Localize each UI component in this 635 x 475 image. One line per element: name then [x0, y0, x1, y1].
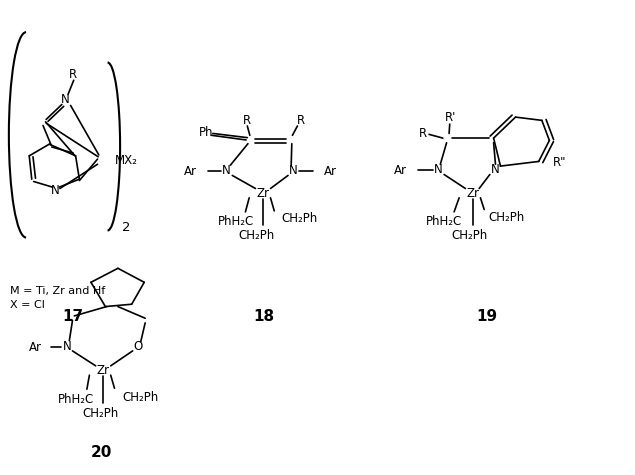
Text: 2: 2: [122, 221, 130, 234]
Text: N: N: [62, 340, 71, 353]
Text: N: N: [289, 164, 297, 177]
Text: R": R": [552, 156, 566, 169]
Text: Ar: Ar: [29, 341, 42, 354]
Text: CH₂Ph: CH₂Ph: [122, 390, 158, 404]
Text: R: R: [418, 127, 427, 140]
Text: Zr: Zr: [467, 187, 479, 200]
Text: N: N: [434, 163, 443, 176]
Text: PhH₂C: PhH₂C: [218, 215, 254, 228]
Text: Ar: Ar: [394, 164, 407, 177]
Text: Ar: Ar: [184, 165, 197, 178]
Text: N: N: [61, 93, 70, 106]
Text: 17: 17: [62, 309, 84, 324]
Text: CH₂Ph: CH₂Ph: [451, 228, 488, 242]
Text: Ph: Ph: [198, 125, 213, 139]
Text: R': R': [445, 111, 457, 124]
Text: CH₂Ph: CH₂Ph: [239, 228, 275, 242]
Text: N: N: [222, 164, 231, 177]
Text: R: R: [69, 67, 77, 81]
Text: MX₂: MX₂: [115, 154, 138, 167]
Text: N: N: [51, 184, 60, 197]
Text: R: R: [297, 114, 305, 127]
Text: X = Cl: X = Cl: [10, 300, 45, 310]
Text: CH₂Ph: CH₂Ph: [82, 407, 118, 420]
Text: 18: 18: [253, 309, 275, 324]
Text: 19: 19: [476, 309, 497, 324]
Text: Zr: Zr: [97, 364, 110, 377]
Text: O: O: [133, 340, 142, 353]
Text: M = Ti, Zr and Hf: M = Ti, Zr and Hf: [10, 286, 105, 296]
Text: N: N: [490, 163, 499, 176]
Text: PhH₂C: PhH₂C: [58, 393, 95, 406]
Text: Zr: Zr: [257, 187, 269, 200]
Text: Ar: Ar: [324, 165, 337, 178]
Text: R: R: [243, 114, 251, 127]
Text: PhH₂C: PhH₂C: [426, 215, 462, 228]
Text: CH₂Ph: CH₂Ph: [488, 211, 525, 224]
Text: CH₂Ph: CH₂Ph: [282, 212, 318, 225]
Text: 20: 20: [91, 445, 112, 460]
